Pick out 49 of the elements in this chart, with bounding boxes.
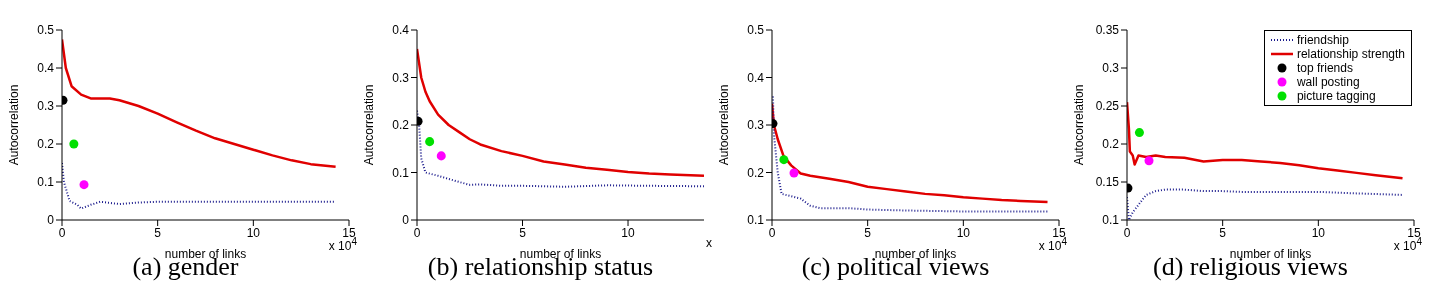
legend-label: top friends <box>1296 61 1353 75</box>
text: x <box>706 236 712 250</box>
y-tick-label: 0.4 <box>37 61 55 76</box>
x-tick-label: 5 <box>154 225 162 240</box>
y-tick-label: 0.2 <box>37 137 55 152</box>
y-tick-label: 0.2 <box>392 118 410 133</box>
y-axis-title: Autocorrelation <box>717 84 732 166</box>
x-tick-label: 10 <box>956 225 971 240</box>
x-tick-label: 0 <box>1123 225 1131 240</box>
y-axis-title: Autocorrelation <box>362 84 377 166</box>
text: x 10$^{4}$ <box>328 236 357 253</box>
x-tick-label: 10 <box>1311 225 1326 240</box>
y-axis-title: Autocorrelation <box>1072 84 1087 166</box>
y-tick-label: 0.1 <box>37 175 55 190</box>
x-tick-label: 0 <box>413 225 421 240</box>
legend-label: wall posting <box>1296 75 1360 89</box>
y-tick-label: 0.2 <box>1102 137 1120 152</box>
y-tick-label: 0.4 <box>392 23 410 38</box>
x-tick-label: 10 <box>621 225 636 240</box>
legend-label: friendship <box>1296 33 1349 47</box>
y-tick-label: 0.3 <box>747 118 765 133</box>
x-tick-label: 5 <box>1219 225 1227 240</box>
y-tick-label: 0.35 <box>1095 23 1120 38</box>
y-tick-label: 0.5 <box>37 23 55 38</box>
x-tick-label: 10 <box>246 225 261 240</box>
y-tick-label: 0.3 <box>37 99 55 114</box>
x-tick-label: 5 <box>864 225 872 240</box>
y-tick-label: 0.25 <box>1095 99 1120 114</box>
text: x 10$^{4}$ <box>1038 236 1067 253</box>
x-tick-label: 0 <box>768 225 776 240</box>
y-tick-label: 0 <box>402 213 410 228</box>
line-series <box>1127 188 1404 220</box>
x-tick-label: 0 <box>58 225 66 240</box>
y-axis-title: Autocorrelation <box>7 84 22 166</box>
y-tick-label: 0 <box>47 213 55 228</box>
y-tick-label: 0.4 <box>747 70 765 85</box>
line-series <box>62 38 337 169</box>
legend-label: relationship strength <box>1296 47 1405 61</box>
text: x 10$^{4}$ <box>1393 236 1422 253</box>
y-tick-label: 0.15 <box>1095 175 1120 190</box>
y-tick-label: 0.1 <box>392 165 410 180</box>
legend-label: picture tagging <box>1296 89 1376 103</box>
x-tick-label: 5 <box>519 225 527 240</box>
y-tick-label: 0.5 <box>747 23 765 38</box>
y-tick-label: 0.1 <box>747 213 765 228</box>
y-tick-label: 0.2 <box>747 165 765 180</box>
y-tick-label: 0.3 <box>1102 61 1120 76</box>
y-tick-label: 0.1 <box>1102 213 1120 228</box>
y-tick-label: 0.3 <box>392 70 410 85</box>
